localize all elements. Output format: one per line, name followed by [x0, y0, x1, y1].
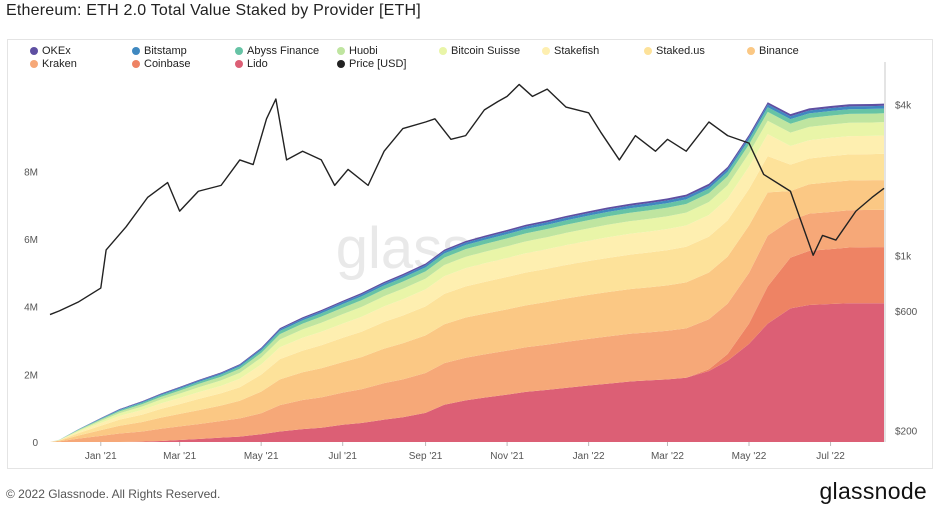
y-left-tick: 2M — [24, 370, 38, 381]
x-tick-label: Jul '21 — [328, 451, 357, 462]
y-right-tick: $1k — [895, 251, 912, 262]
legend-swatch — [132, 47, 140, 55]
price-line — [49, 83, 885, 316]
legend-swatch — [132, 60, 140, 68]
x-tick-label: Jul '22 — [816, 451, 845, 462]
legend-label: Huobi — [349, 45, 378, 57]
legend-label: Coinbase — [144, 58, 191, 70]
legend-label: OKEx — [42, 45, 71, 57]
legend-item-bitcoin-suisse[interactable]: Bitcoin Suisse — [439, 45, 520, 57]
y-left-tick: 4M — [24, 303, 38, 314]
legend-item-huobi[interactable]: Huobi — [337, 45, 378, 57]
legend-label: Price [USD] — [349, 58, 407, 70]
legend-swatch — [337, 47, 345, 55]
copyright-text: © 2022 Glassnode. All Rights Reserved. — [6, 487, 221, 501]
y-left-tick: 0 — [32, 438, 38, 449]
legend-swatch — [337, 60, 345, 68]
legend-swatch — [644, 47, 652, 55]
legend-label: Bitstamp — [144, 45, 187, 57]
legend-swatch — [235, 60, 243, 68]
brand-logo[interactable]: glassnode — [819, 478, 927, 504]
x-tick-label: Jan '22 — [573, 451, 605, 462]
x-tick-label: May '22 — [732, 451, 767, 462]
area-binance — [50, 180, 884, 442]
legend-label: Kraken — [42, 58, 77, 70]
legend-swatch — [30, 60, 38, 68]
y-left-tick: 6M — [24, 235, 38, 246]
legend-item-bitstamp[interactable]: Bitstamp — [132, 45, 187, 57]
legend-label: Binance — [759, 45, 799, 57]
legend-label: Lido — [247, 58, 268, 70]
x-tick-label: Nov '21 — [490, 451, 524, 462]
legend-item-stakefish[interactable]: Stakefish — [542, 45, 599, 57]
legend-swatch — [30, 47, 38, 55]
y-right-tick: $600 — [895, 307, 918, 318]
legend-item-coinbase[interactable]: Coinbase — [132, 58, 190, 70]
chart-title: Ethereum: ETH 2.0 Total Value Staked by … — [6, 2, 421, 19]
x-tick-label: Sep '21 — [409, 451, 443, 462]
legend-swatch — [542, 47, 550, 55]
legend-item-price-usd[interactable]: Price [USD] — [337, 58, 406, 70]
legend-item-okex[interactable]: OKEx — [30, 45, 71, 57]
legend-item-kraken[interactable]: Kraken — [30, 58, 77, 70]
legend-swatch — [439, 47, 447, 55]
y-right-tick: $200 — [895, 427, 918, 438]
legend-swatch — [747, 47, 755, 55]
area-huobi — [50, 111, 884, 442]
y-right-tick: $4k — [895, 100, 912, 111]
x-tick-label: Mar '22 — [651, 451, 684, 462]
legend-swatch — [235, 47, 243, 55]
x-tick-label: May '21 — [244, 451, 279, 462]
area-kraken — [50, 209, 884, 442]
y-left-tick: 8M — [24, 167, 38, 178]
legend-item-staked-us[interactable]: Staked.us — [644, 45, 705, 57]
chart-legend: OKEx Bitstamp Abyss Finance Huobi Bitcoin Su… — [30, 45, 850, 77]
legend-label: Abyss Finance — [247, 45, 320, 57]
legend-label: Stakefish — [554, 45, 600, 57]
area-lido — [50, 303, 884, 442]
legend-label: Bitcoin Suisse — [451, 45, 521, 57]
x-tick-label: Mar '21 — [163, 451, 196, 462]
area-bitcoin-suisse — [50, 120, 884, 443]
area-coinbase — [50, 247, 884, 442]
legend-label: Staked.us — [656, 45, 705, 57]
area-staked-us — [50, 153, 884, 442]
legend-item-binance[interactable]: Binance — [747, 45, 799, 57]
legend-item-abyss-finance[interactable]: Abyss Finance — [235, 45, 319, 57]
x-tick-label: Jan '21 — [85, 451, 117, 462]
legend-item-lido[interactable]: Lido — [235, 58, 268, 70]
